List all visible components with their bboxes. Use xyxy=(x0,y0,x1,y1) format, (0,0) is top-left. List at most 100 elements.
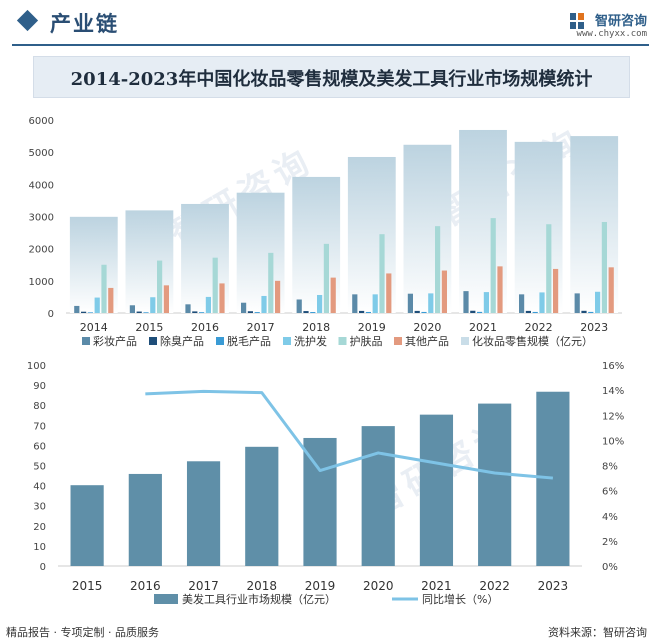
bar-4 xyxy=(435,226,441,313)
y-tick-label: 20 xyxy=(33,522,46,533)
section-title: 产业链 xyxy=(50,12,119,36)
bar-3 xyxy=(205,296,211,313)
hair-tool-bar xyxy=(186,461,221,566)
y-tick-label: 5000 xyxy=(29,148,54,159)
legend-swatch xyxy=(154,594,178,604)
chart-title: 2014-2023年中国化妆品零售规模及美发工具行业市场规模统计 xyxy=(70,69,593,90)
bar-5 xyxy=(275,280,281,313)
bar-0 xyxy=(129,305,135,313)
bar-4 xyxy=(212,257,218,313)
bar-4 xyxy=(546,224,552,313)
x-tick-label: 2018 xyxy=(247,579,278,593)
bar-1 xyxy=(581,310,587,313)
y-tick-label: 30 xyxy=(33,502,46,513)
y-tick-label: 60 xyxy=(33,441,46,452)
bar-4 xyxy=(601,221,607,313)
y-tick-label: 100 xyxy=(27,361,46,372)
bar-2 xyxy=(588,311,594,313)
x-tick-label: 2021 xyxy=(421,579,452,593)
bar-5 xyxy=(386,273,392,313)
bar-3 xyxy=(372,294,378,313)
bar-3 xyxy=(539,292,545,313)
brand-name: 智研咨询 xyxy=(594,14,647,29)
bar-4 xyxy=(323,243,329,313)
bar-2 xyxy=(254,312,260,313)
bar-2 xyxy=(310,312,316,313)
x-tick-label: 2015 xyxy=(135,321,163,334)
hair-tool-bar xyxy=(245,446,279,566)
bar-3 xyxy=(595,291,601,313)
bar-2 xyxy=(143,312,149,313)
legend-label: 洗护发 xyxy=(294,334,327,348)
y-tick-label: 40 xyxy=(33,482,46,493)
legend-label: 除臭产品 xyxy=(160,334,204,348)
legend-swatch xyxy=(82,337,90,345)
bar-3 xyxy=(428,293,434,313)
x-tick-label: 2018 xyxy=(302,321,330,334)
x-tick-label: 2019 xyxy=(358,321,386,334)
bar-5 xyxy=(219,283,225,313)
bar-1 xyxy=(247,311,253,313)
y2-tick-label: 16% xyxy=(602,361,624,372)
y-tick-label: 2000 xyxy=(29,245,54,256)
legend-label: 彩妆产品 xyxy=(93,334,137,348)
y-tick-label: 70 xyxy=(33,421,46,432)
header-bar: 产业链 智研咨询 www.chyxx.com xyxy=(0,0,661,44)
y2-tick-label: 2% xyxy=(602,537,618,548)
bar-1 xyxy=(81,311,87,313)
y2-tick-label: 8% xyxy=(602,462,618,473)
hair-tool-chart: 0 10 20 30 40 50 60 70 80 90 100 0% 2% 4% 6% 8% 10% 12% 14… xyxy=(27,361,624,606)
bar-0 xyxy=(407,293,413,313)
hair-tool-bar xyxy=(419,414,454,566)
y-tick-label: 10 xyxy=(33,542,46,553)
legend-swatch xyxy=(216,337,224,345)
y-tick-label: 90 xyxy=(33,381,46,392)
bar-4 xyxy=(490,218,496,313)
bar-3 xyxy=(317,294,323,313)
x-tick-label: 2016 xyxy=(191,321,219,334)
x-tick-label: 2022 xyxy=(525,321,553,334)
bar-5 xyxy=(441,270,447,313)
x-tick-label: 2015 xyxy=(72,579,103,593)
bar-0 xyxy=(296,299,302,313)
bar-3 xyxy=(261,295,267,313)
legend-swatch xyxy=(338,337,347,345)
legend-swatch xyxy=(149,337,157,345)
brand-logo-icon xyxy=(570,13,584,29)
bar-3 xyxy=(94,297,100,313)
bar-1 xyxy=(136,311,142,313)
bar-4 xyxy=(379,234,385,313)
brand: 智研咨询 www.chyxx.com xyxy=(577,10,647,39)
y2-tick-label: 0% xyxy=(602,562,618,573)
x-tick-label: 2023 xyxy=(538,579,569,593)
bar-3 xyxy=(150,297,156,313)
bar-3 xyxy=(483,292,489,313)
bar-5 xyxy=(497,266,503,313)
bar-5 xyxy=(330,277,336,313)
hair-tool-bar xyxy=(303,437,337,566)
y2-tick-label: 6% xyxy=(602,487,618,498)
legend-label: 同比增长（%） xyxy=(422,592,498,606)
bar-5 xyxy=(163,285,169,313)
header-divider xyxy=(12,44,649,46)
bar-1 xyxy=(470,310,476,313)
bar-0 xyxy=(352,294,358,313)
legend-swatch xyxy=(283,337,291,345)
x-tick-label: 2020 xyxy=(363,579,394,593)
chart-title-box: 2014-2023年中国化妆品零售规模及美发工具行业市场规模统计 xyxy=(33,56,630,98)
y2-tick-label: 10% xyxy=(602,436,624,447)
bar-1 xyxy=(303,311,309,313)
bar-4 xyxy=(268,252,274,313)
x-tick-label: 2022 xyxy=(479,579,510,593)
bar-0 xyxy=(241,302,247,313)
footer-slogan: 精品报告 · 专项定制 · 品质服务 xyxy=(6,626,159,639)
x-tick-label: 2017 xyxy=(188,579,219,593)
hair-tool-bar xyxy=(128,473,162,566)
footer: 精品报告 · 专项定制 · 品质服务 资料来源：智研咨询 xyxy=(0,620,661,643)
bar-1 xyxy=(192,311,198,313)
bar-4 xyxy=(157,260,163,313)
x-tick-label: 2014 xyxy=(80,321,108,334)
hair-tool-bar xyxy=(536,391,570,566)
y-tick-label: 0 xyxy=(40,562,46,573)
bar-2 xyxy=(421,311,427,313)
